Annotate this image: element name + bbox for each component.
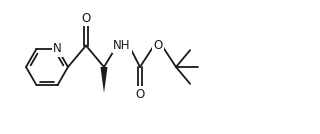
- Polygon shape: [100, 67, 108, 93]
- Text: O: O: [135, 88, 145, 100]
- Text: NH: NH: [113, 39, 131, 52]
- Text: O: O: [81, 12, 91, 25]
- Text: O: O: [153, 39, 163, 52]
- Text: N: N: [53, 42, 62, 55]
